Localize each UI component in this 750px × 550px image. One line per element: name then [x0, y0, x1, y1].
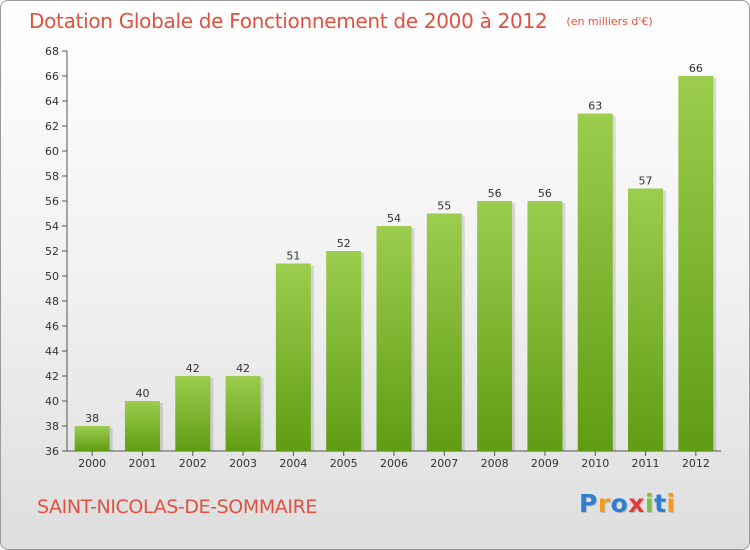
y-tick-label: 38: [45, 420, 59, 433]
x-tick-label: 2001: [128, 457, 156, 470]
y-tick-label: 56: [45, 195, 59, 208]
x-tick-label: 2012: [682, 457, 710, 470]
chart-title: Dotation Globale de Fonctionnement de 20…: [29, 9, 548, 33]
bar-value-label: 52: [337, 237, 351, 250]
bar-value-label: 63: [588, 100, 602, 113]
bar[interactable]: [577, 113, 613, 452]
logo-letter: i: [645, 489, 655, 518]
chart-unit: (en milliers d'€): [566, 15, 653, 28]
bar[interactable]: [426, 213, 462, 452]
bar[interactable]: [124, 401, 160, 451]
logo-letter: P: [579, 489, 598, 518]
y-tick-label: 64: [45, 95, 59, 108]
bar[interactable]: [225, 376, 261, 451]
bar[interactable]: [175, 376, 211, 451]
logo-letter: t: [654, 489, 667, 518]
bar-value-label: 66: [689, 62, 703, 75]
bar-value-label: 42: [236, 362, 250, 375]
bar[interactable]: [678, 76, 714, 451]
title-row: Dotation Globale de Fonctionnement de 20…: [29, 9, 653, 33]
bar-value-label: 51: [286, 250, 300, 263]
bar[interactable]: [527, 201, 563, 451]
y-tick-label: 58: [45, 170, 59, 183]
bar[interactable]: [477, 201, 513, 451]
bar-value-label: 38: [85, 412, 99, 425]
y-tick-label: 36: [45, 445, 59, 458]
proxiti-logo[interactable]: Proxiti: [579, 489, 676, 518]
x-tick-label: 2000: [78, 457, 106, 470]
x-tick-label: 2010: [581, 457, 609, 470]
bar-value-label: 57: [639, 175, 653, 188]
bar[interactable]: [74, 426, 110, 451]
x-tick-label: 2002: [179, 457, 207, 470]
bar-value-label: 40: [135, 387, 149, 400]
bar-value-label: 56: [488, 187, 502, 200]
logo-letter: x: [628, 489, 645, 518]
bar-value-label: 42: [186, 362, 200, 375]
bar[interactable]: [275, 263, 311, 452]
commune-name: SAINT-NICOLAS-DE-SOMMAIRE: [37, 496, 318, 518]
y-tick-label: 54: [45, 220, 59, 233]
x-tick-label: 2011: [632, 457, 660, 470]
bar[interactable]: [376, 226, 412, 451]
y-tick-label: 40: [45, 395, 59, 408]
y-tick-label: 50: [45, 270, 59, 283]
y-tick-label: 62: [45, 120, 59, 133]
x-tick-label: 2005: [330, 457, 358, 470]
y-tick-label: 46: [45, 320, 59, 333]
y-tick-label: 60: [45, 145, 59, 158]
bar-value-label: 56: [538, 187, 552, 200]
x-tick-label: 2008: [481, 457, 509, 470]
y-tick-label: 44: [45, 345, 59, 358]
bar[interactable]: [326, 251, 362, 451]
x-tick-label: 2009: [531, 457, 559, 470]
logo-letter: r: [597, 489, 611, 518]
x-tick-label: 2007: [430, 457, 458, 470]
y-tick-label: 48: [45, 295, 59, 308]
logo-letter: o: [610, 489, 629, 518]
y-tick-label: 66: [45, 70, 59, 83]
x-tick-label: 2006: [380, 457, 408, 470]
x-tick-label: 2004: [279, 457, 307, 470]
bar[interactable]: [628, 188, 664, 452]
y-tick-label: 42: [45, 370, 59, 383]
y-tick-label: 68: [45, 45, 59, 58]
bar-value-label: 54: [387, 212, 401, 225]
logo-letter: i: [666, 489, 676, 518]
y-tick-label: 52: [45, 245, 59, 258]
bar-value-label: 55: [437, 200, 451, 213]
x-tick-label: 2003: [229, 457, 257, 470]
